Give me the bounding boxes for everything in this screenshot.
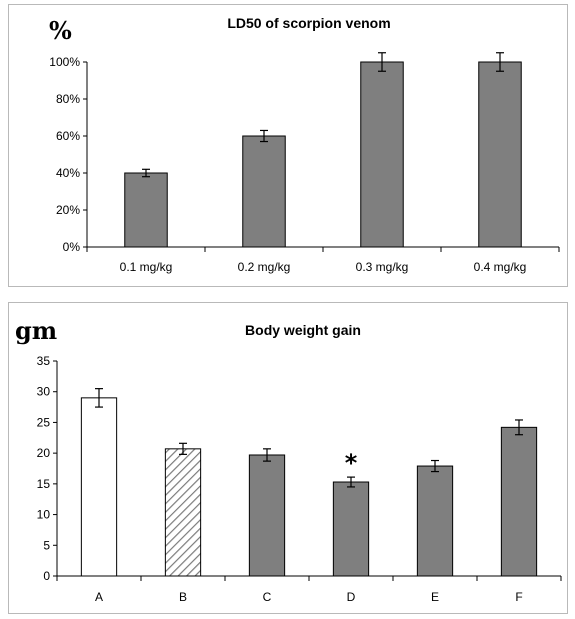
y-tick-label: 80%	[56, 92, 80, 106]
y-tick-label: 0%	[63, 240, 81, 254]
bar-c	[248, 454, 286, 577]
bar-0-3-mg-kg	[360, 61, 404, 248]
x-tick-label: D	[347, 590, 356, 604]
bar-0-4-mg-kg	[478, 61, 522, 248]
y-tick-label: 20%	[56, 203, 80, 217]
bar-b	[164, 448, 202, 577]
x-tick-label: 0.1 mg/kg	[120, 260, 173, 274]
y-tick-label: 60%	[56, 129, 80, 143]
bar-a	[80, 397, 118, 577]
y-tick-label: 15	[37, 477, 51, 491]
x-tick-label: 0.2 mg/kg	[238, 260, 291, 274]
x-tick-label: B	[179, 590, 187, 604]
x-tick-label: C	[263, 590, 272, 604]
y-tick-label: 30	[37, 385, 51, 399]
bar-d	[332, 481, 370, 577]
y-tick-label: 0	[43, 569, 50, 583]
y-axis-label: %	[49, 16, 72, 45]
chart-title: LD50 of scorpion venom	[227, 15, 390, 31]
chart-marks: 0 5 10 15 20 25 30 35 A B C D * E F	[37, 354, 562, 604]
bar-0-1-mg-kg	[124, 172, 168, 248]
significance-marker: *	[345, 449, 358, 477]
bar-0-2-mg-kg	[242, 135, 286, 248]
y-tick-label: 25	[37, 415, 51, 429]
x-tick-label: 0.4 mg/kg	[474, 260, 527, 274]
x-tick-label: A	[95, 590, 103, 604]
chart-marks: 0% 20% 40% 60% 80% 100% 0.1 mg/kg 0.2 mg/kg 0.3 …	[49, 52, 560, 274]
x-tick-label: F	[515, 590, 522, 604]
y-tick-label: 100%	[49, 55, 80, 69]
x-tick-label: E	[431, 590, 439, 604]
y-axis-label: gm	[15, 316, 57, 345]
y-tick-label: 35	[37, 354, 51, 368]
bar-e	[416, 465, 454, 577]
body-weight-chart: gm Body weight gain 0 5 10 15 20 25 30 35 A B C D * E…	[15, 316, 562, 604]
chart-panel-ld50: % LD50 of scorpion venom 0% 20% 40% 60% 80% 1…	[8, 4, 568, 287]
chart-title: Body weight gain	[245, 322, 361, 338]
y-tick-label: 5	[43, 538, 50, 552]
chart-panel-body-weight: gm Body weight gain 0 5 10 15 20 25 30 35 A B C D * E…	[8, 302, 568, 614]
y-tick-label: 40%	[56, 166, 80, 180]
y-tick-label: 20	[37, 446, 51, 460]
y-tick-label: 10	[37, 508, 51, 522]
ld50-chart: % LD50 of scorpion venom 0% 20% 40% 60% 80% 1…	[49, 15, 560, 274]
bar-f	[500, 426, 538, 577]
x-tick-label: 0.3 mg/kg	[356, 260, 409, 274]
